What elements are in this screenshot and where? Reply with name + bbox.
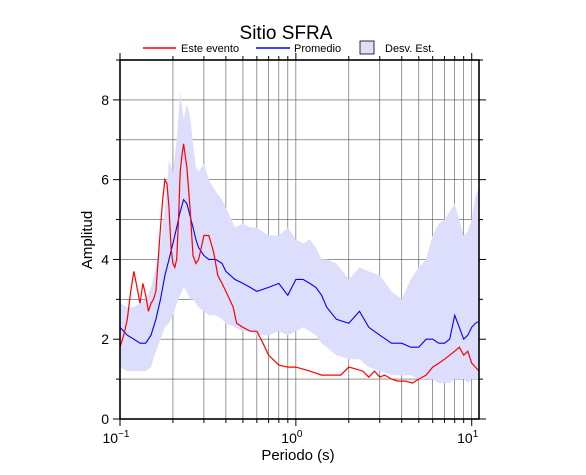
x-axis-label: Periodo (s): [261, 447, 334, 464]
legend-item-desv-est: Desv. Est.: [359, 40, 434, 55]
plot-area: 10−1 100 101 0 2 4 6 8: [101, 53, 486, 446]
y-tick-label: 4: [101, 251, 109, 267]
legend-item-este-evento: Este evento: [143, 43, 239, 55]
y-tick-label: 0: [101, 411, 109, 427]
x-tick-label: 101: [457, 429, 479, 446]
series-line-este-evento: [119, 143, 480, 384]
legend-item-promedio: Promedio: [256, 43, 341, 55]
std-dev-band: [120, 91, 479, 384]
legend-label-promedio: Promedio: [294, 43, 341, 55]
chart-title: Sitio SFRA: [240, 23, 333, 44]
legend: Este evento Promedio Desv. Est.: [143, 40, 434, 55]
y-tick-label: 6: [101, 172, 109, 188]
y-tick-label: 2: [101, 331, 109, 347]
legend-label-este-evento: Este evento: [181, 43, 239, 55]
y-axis-label: Amplitud: [79, 211, 96, 269]
legend-label-desv-est: Desv. Est.: [385, 43, 434, 55]
plot-frame: [119, 59, 480, 420]
axis-ticks: 10−1 100 101 0 2 4 6 8: [101, 53, 486, 446]
legend-swatch-desv-est: [359, 40, 375, 55]
x-tick-label: 100: [281, 429, 303, 446]
y-tick-label: 8: [101, 92, 109, 108]
x-tick-label: 10−1: [103, 429, 130, 446]
